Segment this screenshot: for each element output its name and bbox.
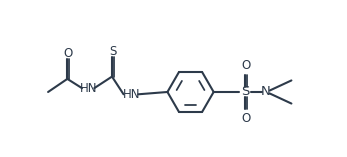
- Text: HN: HN: [122, 88, 140, 101]
- Text: S: S: [241, 86, 249, 98]
- Text: HN: HN: [79, 82, 97, 95]
- Text: O: O: [242, 112, 251, 125]
- Text: O: O: [64, 47, 73, 60]
- Text: N: N: [261, 86, 271, 98]
- Text: O: O: [242, 59, 251, 72]
- Text: S: S: [109, 45, 117, 58]
